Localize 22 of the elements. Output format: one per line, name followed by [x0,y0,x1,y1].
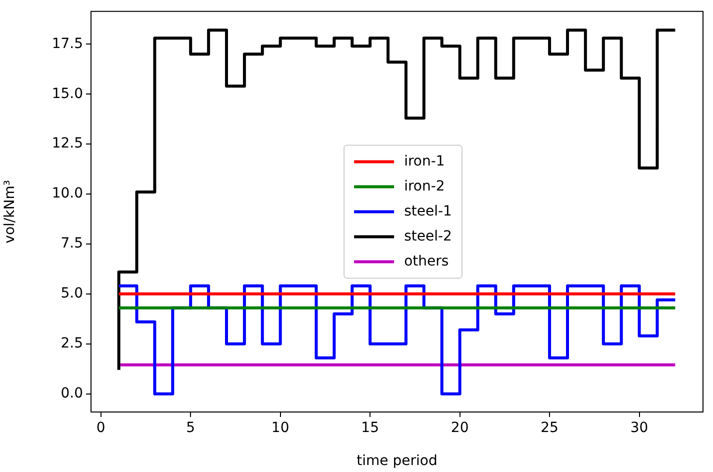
y-tick-label: 2.5 [60,336,83,352]
x-tick-label: 25 [540,420,558,436]
x-tick-label: 15 [361,420,379,436]
x-tick-label: 10 [271,420,290,436]
x-tick-label: 20 [450,420,469,436]
x-axis-title: time period [356,453,438,470]
y-tick-label: 7.5 [60,236,83,252]
y-tick-label: 0.0 [60,385,83,402]
legend-label: iron-2 [404,178,445,194]
legend-label: steel-2 [404,228,452,244]
legend-label: others [404,253,449,270]
x-tick-label: 30 [630,420,648,436]
y-tick-label: 5.0 [60,286,83,302]
legend-label: iron-1 [404,153,445,170]
y-axis-title: vol/kNm³ [2,180,18,244]
y-tick-label: 10.0 [52,186,83,202]
x-tick-label: 0 [96,420,106,436]
y-tick-label: 17.5 [52,36,83,52]
x-tick-label: 5 [186,420,196,436]
y-tick-label: 12.5 [52,136,83,152]
y-tick-label: 15.0 [52,86,83,102]
legend-label: steel-1 [404,203,452,220]
